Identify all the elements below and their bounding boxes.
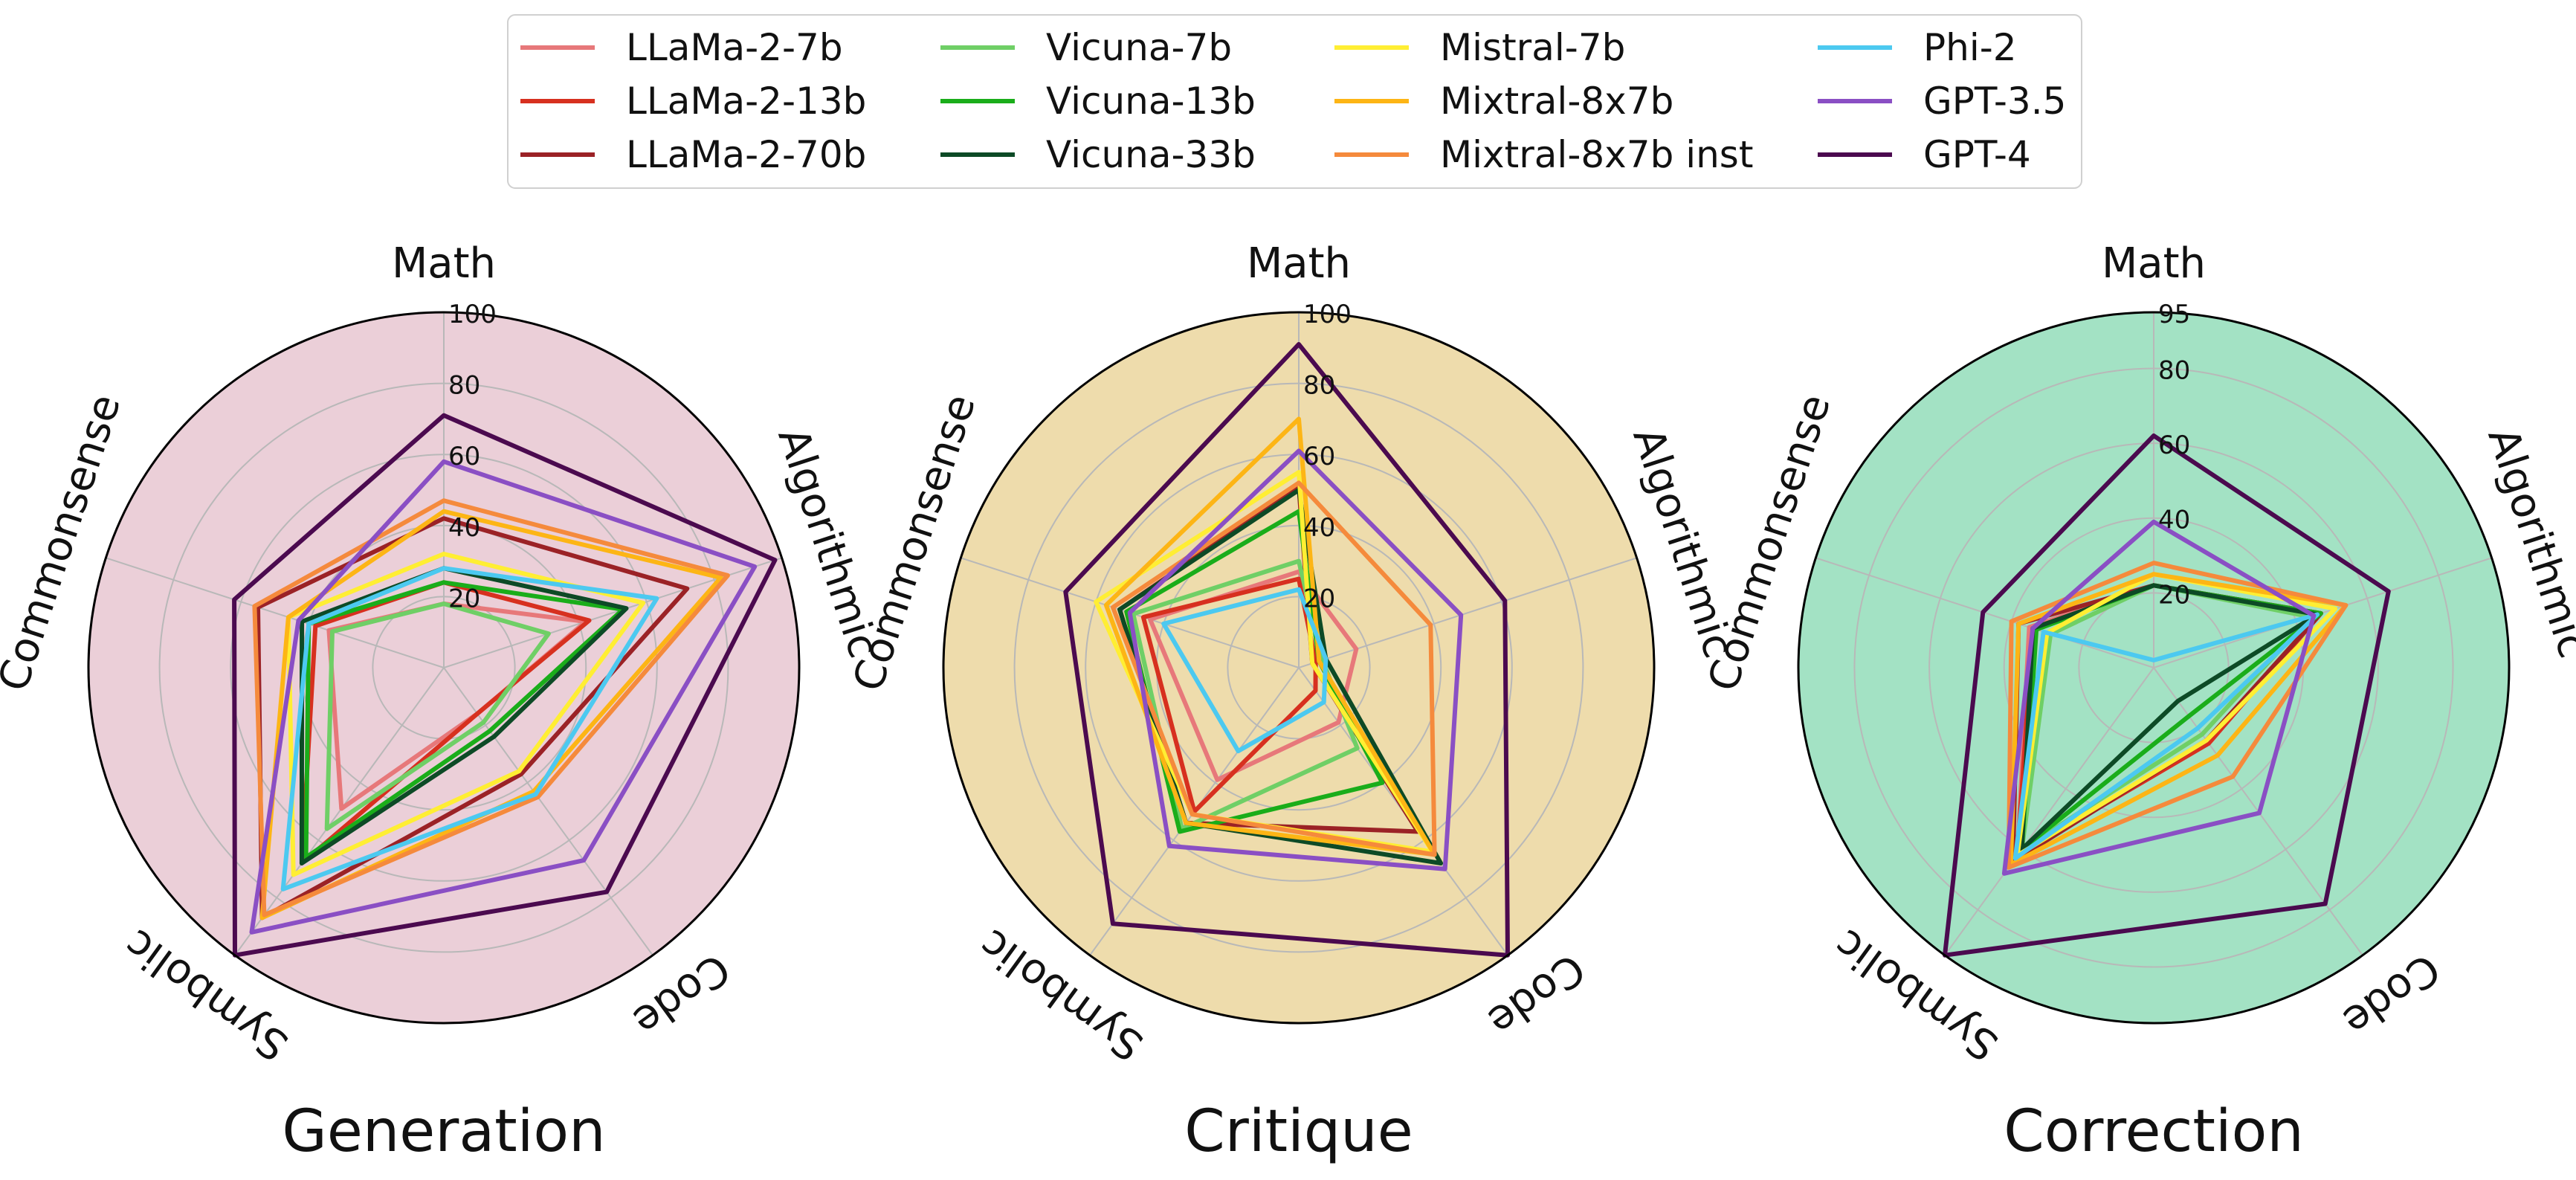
series-mixtral-8x7b: [259, 509, 723, 921]
legend-entry-vicuna-33b: Vicuna-33b: [940, 133, 1256, 176]
axis-label-math: Math: [1247, 239, 1351, 288]
tick-label: 60: [448, 442, 480, 471]
tick-label: 100: [1303, 300, 1352, 329]
radar-panel-correction: 2040608095MathAlgorithmicCodeSymbolicCom…: [1699, 239, 2576, 1165]
series-phi-2: [1161, 587, 1329, 754]
legend-label: Vicuna-7b: [1046, 26, 1232, 69]
radar-frame: [87, 311, 801, 1025]
tick-label: 40: [1303, 513, 1335, 543]
tick-label: 60: [2158, 431, 2190, 460]
tick-label: 40: [448, 513, 480, 543]
legend-label: Phi-2: [1923, 26, 2017, 69]
legend-label: Mixtral-8x7b inst: [1440, 133, 1753, 176]
legend-entry-mixtral-8x7b: Mixtral-8x7b: [1334, 80, 1673, 123]
axis-label-math: Math: [2102, 239, 2206, 288]
radar-frame: [1797, 311, 2511, 1025]
legend-entry-llama-2-7b: LLaMa-2-7b: [520, 26, 843, 69]
series-phi-2: [280, 566, 659, 892]
grid-spoke: [234, 667, 445, 956]
legend-entry-mixtral-8x7b-inst: Mixtral-8x7b inst: [1334, 133, 1753, 176]
grid-spoke: [443, 667, 653, 956]
legend-entry-phi-2: Phi-2: [1818, 26, 2017, 69]
tick-label: 40: [2158, 506, 2190, 535]
legend-label: LLaMa-2-7b: [626, 26, 843, 69]
series-phi-2: [2012, 612, 2320, 861]
series-mixtral-8x7b-inst: [2006, 561, 2349, 870]
grid-spoke: [106, 557, 445, 668]
series-gpt-3-5: [1127, 448, 1464, 871]
series-vicuna-33b: [299, 566, 629, 865]
radar-panel-critique: 20406080100MathAlgorithmicCodeSymbolicCo…: [844, 239, 1743, 1165]
legend-label: Vicuna-33b: [1046, 133, 1256, 176]
series-mixtral-8x7b: [1103, 416, 1437, 857]
tick-label: 80: [2158, 355, 2190, 385]
legend-entry-mistral-7b: Mistral-7b: [1334, 26, 1625, 69]
series-vicuna-33b: [2019, 583, 2320, 852]
legend-label: LLaMa-2-70b: [626, 133, 866, 176]
legend-label: GPT-3.5: [1923, 80, 2066, 123]
series-gpt-4: [232, 413, 778, 958]
legend-label: LLaMa-2-13b: [626, 80, 866, 123]
series-vicuna-33b: [1117, 488, 1444, 865]
series-gpt-4: [1063, 342, 1510, 958]
series-mixtral-8x7b-inst: [252, 498, 730, 918]
legend-label: Mistral-7b: [1440, 26, 1625, 69]
legend-frame: [507, 14, 2082, 189]
legend-entry-llama-2-13b: LLaMa-2-13b: [520, 80, 866, 123]
legend-entry-gpt-4: GPT-4: [1818, 133, 2031, 176]
tick-label: 95: [2158, 300, 2190, 329]
series-mistral-7b: [285, 552, 646, 877]
tick-label: 60: [1303, 442, 1335, 471]
radar-panels: 20406080100MathAlgorithmicCodeSymbolicCo…: [0, 239, 2576, 1165]
legend-label: Mixtral-8x7b: [1440, 80, 1673, 123]
legend-entry-gpt-3-5: GPT-3.5: [1818, 80, 2066, 123]
series-mixtral-8x7b-inst: [1111, 480, 1437, 857]
grid-spoke: [1944, 667, 2154, 956]
radar-frame: [942, 311, 1656, 1025]
legend: LLaMa-2-7b Vicuna-7b Mistral-7b Phi-2 LLaMa-…: [507, 14, 2082, 189]
tick-label: 20: [448, 584, 480, 613]
axis-label-math: Math: [392, 239, 496, 288]
tick-label: 80: [1303, 371, 1335, 401]
series-gpt-3-5: [2001, 519, 2317, 876]
panel-title: Critique: [1184, 1098, 1413, 1165]
panel-title: Generation: [282, 1098, 605, 1165]
legend-label: GPT-4: [1923, 133, 2031, 176]
legend-entry-llama-2-70b: LLaMa-2-70b: [520, 133, 866, 176]
tick-label: 20: [1303, 584, 1335, 613]
series-vicuna-7b: [324, 602, 551, 831]
series-gpt-4: [1943, 433, 2391, 958]
legend-entry-vicuna-7b: Vicuna-7b: [940, 26, 1232, 69]
legend-entry-vicuna-13b: Vicuna-13b: [940, 80, 1256, 123]
tick-label: 100: [448, 300, 497, 329]
tick-label: 20: [2158, 580, 2190, 610]
panel-title: Correction: [2004, 1098, 2304, 1165]
series-gpt-3-5: [249, 459, 758, 935]
legend-label: Vicuna-13b: [1046, 80, 1256, 123]
series-mistral-7b: [2015, 572, 2338, 858]
radar-panel-generation: 20406080100MathAlgorithmicCodeSymbolicCo…: [0, 239, 888, 1165]
tick-label: 80: [448, 371, 480, 401]
